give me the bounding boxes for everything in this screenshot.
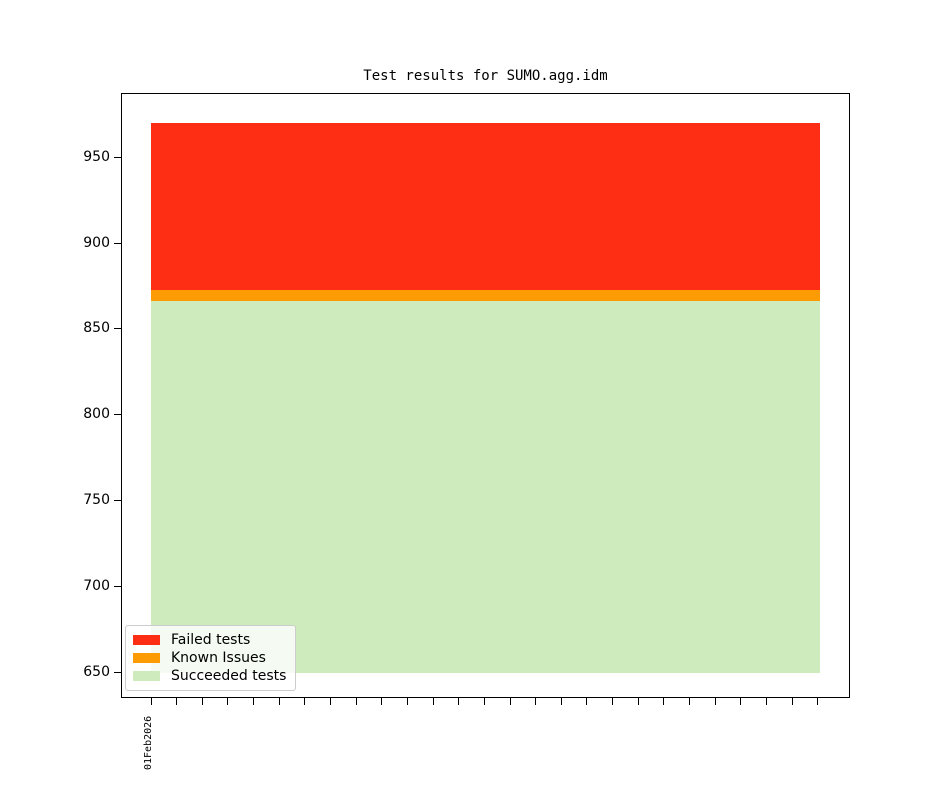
y-tick-mark [114, 156, 121, 158]
x-tick-mark [509, 698, 511, 705]
x-tick-mark [689, 698, 691, 705]
x-tick-mark [612, 698, 614, 705]
legend-swatch-icon [133, 653, 160, 663]
legend-swatch-icon [133, 671, 160, 681]
x-tick-label-date: 01Feb2026 [143, 715, 154, 770]
legend-label: Failed tests [171, 632, 251, 648]
x-tick-mark [381, 698, 383, 705]
x-tick-mark [201, 698, 203, 705]
x-tick-mark [355, 698, 357, 705]
x-tick-mark [278, 698, 280, 705]
y-tick-label: 900 [83, 234, 110, 251]
series-band-known-issues [151, 289, 820, 302]
x-tick-mark [663, 698, 665, 705]
y-tick-mark [114, 414, 121, 416]
x-tick-mark [637, 698, 639, 705]
x-tick-mark [432, 698, 434, 705]
legend-swatch-icon [133, 635, 160, 645]
x-tick-mark [304, 698, 306, 705]
legend-label: Known Issues [171, 650, 266, 666]
series-band-failed-tests [151, 123, 820, 290]
x-tick-mark [766, 698, 767, 705]
x-tick-mark [330, 698, 332, 705]
y-tick-mark [114, 500, 121, 502]
x-tick-mark [714, 698, 716, 705]
y-tick-mark [114, 586, 121, 588]
plot-layer [122, 94, 849, 697]
legend: Failed tests Known Issues Succeeded tests [125, 625, 297, 691]
legend-item-known-issues: Known Issues [133, 649, 286, 667]
x-tick-mark [176, 698, 178, 705]
x-tick-mark [483, 698, 485, 705]
x-tick-mark [458, 698, 460, 705]
legend-item-failed-tests: Failed tests [133, 631, 286, 649]
x-tick-mark [817, 698, 819, 705]
series-band-succeeded-tests [151, 301, 820, 674]
y-tick-mark [114, 328, 121, 330]
chart-title: Test results for SUMO.agg.idm [363, 68, 608, 84]
y-tick-mark [114, 242, 121, 244]
y-tick-label: 750 [83, 492, 110, 509]
y-tick-label: 950 [83, 148, 110, 165]
x-tick-mark [535, 698, 537, 705]
x-tick-mark [406, 698, 408, 705]
x-tick-mark [150, 698, 152, 705]
legend-label: Succeeded tests [171, 668, 287, 684]
y-tick-label: 700 [83, 578, 110, 595]
x-tick-mark [586, 698, 588, 705]
x-tick-mark [227, 698, 229, 705]
y-tick-mark [114, 672, 121, 674]
x-tick-mark [740, 698, 742, 705]
y-tick-label: 850 [83, 320, 110, 337]
x-tick-mark [560, 698, 562, 705]
y-tick-label: 800 [83, 406, 110, 423]
plot-area [121, 93, 850, 698]
legend-item-succeeded-tests: Succeeded tests [133, 667, 286, 685]
x-tick-mark [253, 698, 255, 705]
x-tick-mark [791, 698, 793, 705]
y-tick-label: 650 [83, 664, 110, 681]
